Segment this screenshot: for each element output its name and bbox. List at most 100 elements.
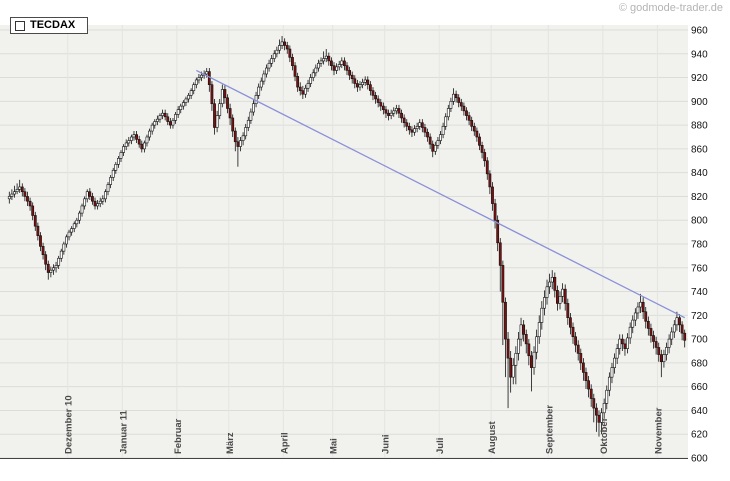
candle-body (96, 203, 100, 207)
candle-body (23, 191, 27, 197)
candle-body (579, 353, 583, 364)
candle-body (522, 324, 526, 335)
candle-body (452, 93, 455, 102)
y-axis-label: 900 (691, 97, 708, 108)
candle-body (610, 367, 614, 378)
candle-body (317, 62, 320, 69)
y-axis-label: 840 (691, 168, 708, 179)
candle-body (439, 134, 442, 141)
x-axis-month-label: März (225, 432, 236, 454)
candle-body (672, 324, 676, 333)
legend-label: TECDAX (30, 19, 76, 31)
x-axis-month-label: Juli (435, 438, 446, 454)
candle-body (569, 317, 572, 328)
x-axis-month-label: Dezember 10 (64, 395, 75, 454)
y-axis-label: 820 (691, 192, 708, 203)
candle-body (10, 193, 14, 197)
candle-body (145, 136, 149, 144)
candle-body (553, 276, 557, 291)
candle-body (153, 121, 157, 126)
candle-body (558, 296, 562, 304)
candle-body (623, 343, 627, 349)
candle-body (46, 263, 50, 273)
candle-body (231, 117, 235, 132)
candle-body (85, 191, 89, 200)
candle-body (535, 336, 539, 353)
candle-body (332, 65, 336, 71)
candle-body (543, 297, 546, 309)
candle-body (475, 130, 479, 138)
candle-body (509, 357, 513, 378)
candle-body (137, 139, 141, 145)
candle-body (501, 265, 505, 303)
candle-body (304, 87, 307, 95)
candle-body (517, 338, 520, 354)
y-axis-label: 740 (691, 287, 708, 298)
candle-body (532, 351, 536, 368)
candle-body (254, 95, 258, 105)
candle-body (296, 76, 300, 88)
candle-body (150, 124, 154, 132)
candle-body (114, 164, 118, 171)
candle-body (454, 93, 458, 99)
candle-body (278, 45, 281, 51)
candle-body (259, 80, 263, 88)
y-axis-label: 760 (691, 263, 708, 274)
legend-box: TECDAX (10, 17, 89, 34)
candle-body (18, 186, 22, 190)
candle-body (436, 140, 440, 146)
candle-body (639, 301, 642, 308)
candle-body (488, 173, 492, 188)
candle-body (288, 48, 292, 58)
candle-body (563, 288, 567, 304)
candle-body (566, 303, 570, 319)
x-axis-month-label: Oktober (599, 417, 610, 454)
candle-body (366, 79, 370, 85)
candle-body (519, 324, 523, 340)
candle-body (493, 203, 497, 221)
y-axis-label: 640 (691, 406, 708, 417)
y-axis-label: 940 (691, 49, 708, 60)
candle-body (179, 105, 183, 110)
candle-body (283, 41, 287, 46)
candle-body (470, 120, 474, 127)
candle-body (376, 98, 380, 103)
candle-body (462, 105, 466, 112)
candle-body (358, 84, 362, 88)
candle-body (57, 257, 61, 266)
candle-body (228, 108, 232, 119)
candle-body (163, 112, 167, 118)
candle-body (101, 198, 105, 202)
candle-body (181, 102, 185, 107)
candle-body (433, 145, 437, 152)
candle-body (483, 152, 487, 162)
candle-body (540, 307, 544, 323)
candle-body (605, 389, 609, 404)
candle-body (267, 62, 271, 69)
candle-body (36, 225, 40, 236)
candle-body (405, 122, 409, 127)
candle-body (26, 196, 29, 202)
candle-body (301, 90, 305, 95)
candle-body (353, 78, 357, 84)
candle-body (106, 184, 110, 192)
candle-body (420, 122, 424, 128)
candle-body (491, 186, 494, 204)
candle-body (389, 112, 393, 116)
candle-body (72, 223, 76, 229)
y-axis-label: 600 (691, 454, 708, 465)
candle-body (545, 286, 549, 298)
candle-body (646, 320, 650, 329)
y-axis-label: 680 (691, 358, 708, 369)
candle-body (343, 60, 346, 66)
candle-body (426, 131, 429, 138)
candle-body (98, 200, 102, 204)
candle-body (117, 158, 120, 165)
candle-body (28, 200, 32, 207)
candle-body (88, 191, 92, 197)
candle-body (628, 326, 632, 339)
candle-body (215, 115, 219, 128)
candle-body (459, 102, 463, 107)
x-axis-month-label: April (279, 432, 290, 454)
